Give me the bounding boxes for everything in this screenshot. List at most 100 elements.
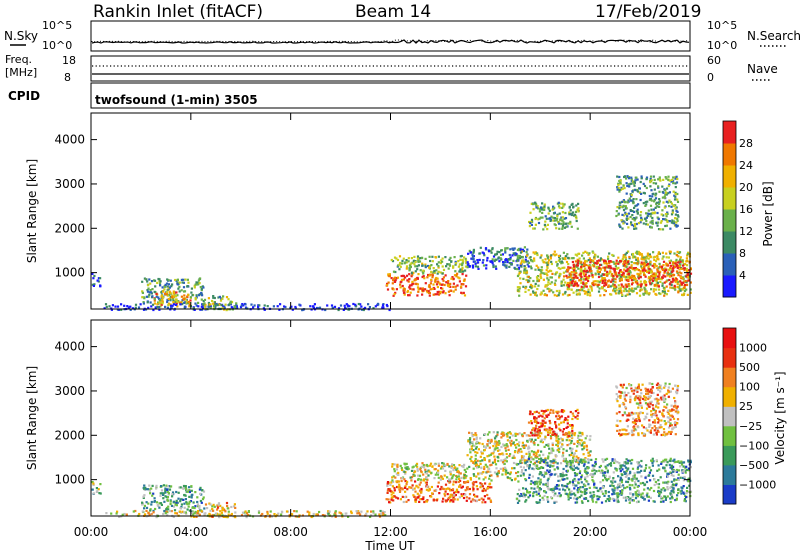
- velocity-scatter-cell: [372, 512, 375, 515]
- velocity-scatter-cell: [428, 487, 431, 491]
- velocity-scatter-cell: [227, 510, 230, 513]
- velocity-scatter-cell: [169, 502, 172, 506]
- power-scatter-cell: [654, 278, 658, 281]
- power-scatter-cell: [554, 279, 557, 282]
- velocity-scatter-cell: [574, 501, 577, 504]
- power-scatter-cell: [625, 289, 628, 293]
- power-colorbar-segment: [723, 187, 736, 210]
- velocity-scatter-cell: [475, 475, 478, 478]
- power-scatter-cell: [607, 279, 611, 282]
- power-scatter-cell: [176, 301, 179, 304]
- velocity-scatter-cell: [553, 501, 556, 504]
- velocity-scatter-cell: [520, 461, 523, 464]
- velocity-scatter-cell: [546, 431, 550, 434]
- power-scatter-cell: [557, 201, 560, 204]
- power-scatter-cell: [566, 276, 569, 279]
- velocity-scatter-cell: [425, 500, 428, 503]
- velocity-scatter-cell: [164, 491, 167, 494]
- velocity-scatter-cell: [201, 498, 205, 501]
- velocity-scatter-cell: [640, 469, 643, 472]
- power-scatter-cell: [689, 281, 692, 284]
- power-scatter-cell: [624, 261, 627, 264]
- velocity-scatter-cell: [666, 461, 669, 464]
- power-scatter-cell: [354, 303, 357, 306]
- power-scatter-cell: [225, 296, 229, 299]
- power-scatter-cell: [207, 301, 210, 305]
- power-scatter-cell: [568, 273, 571, 276]
- power-scatter-cell: [551, 272, 554, 275]
- velocity-scatter-cell: [579, 434, 583, 437]
- power-scatter-cell: [523, 246, 526, 249]
- velocity-scatter-cell: [681, 469, 684, 472]
- velocity-scatter-cell: [670, 474, 673, 477]
- power-scatter-cell: [673, 222, 676, 225]
- power-scatter-cell: [549, 217, 552, 220]
- velocity-scatter-cell: [516, 443, 519, 446]
- velocity-scatter-cell: [222, 508, 225, 511]
- velocity-scatter-cell: [619, 476, 622, 479]
- power-scatter-cell: [464, 265, 468, 268]
- velocity-scatter-cell: [497, 443, 500, 446]
- power-scatter-cell: [530, 218, 534, 221]
- velocity-scatter-cell: [425, 478, 428, 481]
- velocity-scatter-cell: [537, 461, 540, 464]
- power-scatter-cell: [225, 309, 228, 312]
- velocity-scatter-cell: [619, 479, 622, 482]
- velocity-scatter-cell: [489, 499, 492, 502]
- velocity-scatter-cell: [565, 439, 568, 442]
- power-scatter-cell: [441, 265, 444, 268]
- velocity-scatter-cell: [511, 456, 514, 459]
- power-scatter-cell: [176, 305, 179, 308]
- velocity-scatter-cell: [155, 487, 158, 490]
- velocity-scatter-cell: [521, 444, 524, 447]
- power-scatter-cell: [493, 259, 496, 263]
- power-scatter-cell: [687, 276, 690, 279]
- velocity-scatter-cell: [574, 474, 577, 477]
- power-scatter-cell: [454, 260, 457, 263]
- velocity-scatter-cell: [538, 431, 541, 434]
- velocity-scatter-cell: [577, 487, 580, 490]
- velocity-scatter-cell: [190, 489, 193, 492]
- velocity-scatter-cell: [664, 498, 667, 501]
- velocity-scatter-cell: [584, 437, 587, 440]
- power-colorbar-frame: [722, 120, 737, 298]
- velocity-scatter-cell: [496, 441, 499, 444]
- velocity-scatter-cell: [547, 443, 550, 446]
- power-scatter-cell: [591, 250, 594, 253]
- velocity-scatter-cell: [468, 438, 472, 441]
- velocity-scatter-cell: [556, 435, 560, 438]
- power-scatter-cell: [673, 284, 676, 287]
- power-scatter-cell: [627, 217, 630, 220]
- velocity-scatter-cell: [166, 488, 169, 491]
- velocity-scatter-cell: [479, 455, 482, 458]
- power-scatter-cell: [520, 265, 523, 268]
- velocity-scatter-cell: [526, 464, 529, 467]
- velocity-scatter-cell: [672, 465, 675, 468]
- power-scatter-cell: [153, 297, 156, 301]
- velocity-scatter-cell: [561, 443, 564, 446]
- velocity-scatter-cell: [209, 503, 212, 506]
- power-scatter-cell: [448, 264, 452, 267]
- velocity-scatter-cell: [423, 500, 426, 504]
- power-scatter-cell: [680, 272, 683, 275]
- power-scatter-cell: [203, 305, 206, 308]
- power-scatter-cell: [411, 283, 414, 286]
- power-scatter-cell: [615, 214, 618, 218]
- power-scatter-cell: [640, 216, 643, 219]
- power-scatter-cell: [607, 257, 610, 261]
- power-scatter-cell: [582, 282, 585, 285]
- velocity-scatter-cell: [401, 495, 404, 498]
- power-scatter-cell: [229, 302, 233, 305]
- power-scatter-cell: [448, 258, 451, 261]
- power-scatter-cell: [172, 301, 175, 304]
- power-scatter-cell: [170, 285, 173, 288]
- power-scatter-cell: [452, 285, 455, 288]
- velocity-scatter-cell: [604, 465, 607, 468]
- power-scatter-cell: [584, 273, 587, 276]
- power-scatter-cell: [624, 200, 627, 203]
- power-scatter-cell: [545, 217, 548, 220]
- power-scatter-cell: [617, 292, 620, 295]
- power-scatter-cell: [654, 292, 657, 296]
- power-scatter-cell: [589, 261, 592, 264]
